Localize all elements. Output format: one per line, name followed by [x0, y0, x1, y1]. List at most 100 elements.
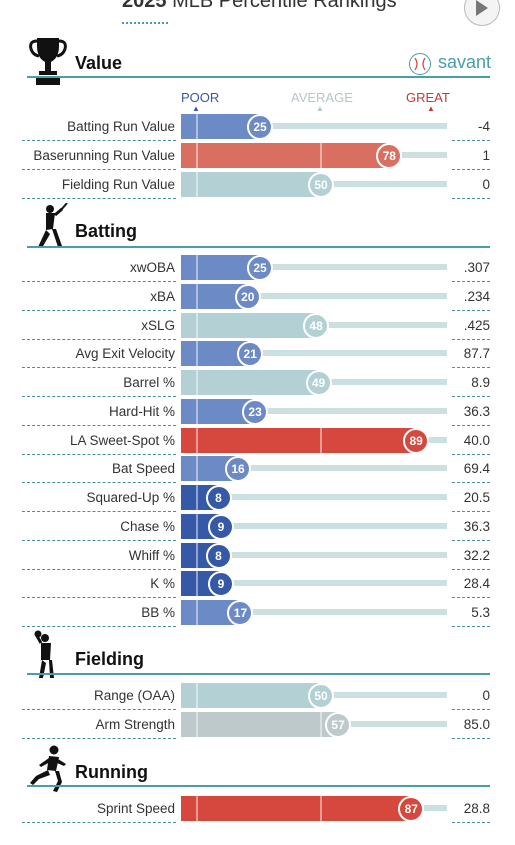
- percentile-bar: [181, 370, 317, 395]
- label-dash-line: [22, 424, 176, 426]
- metric-row[interactable]: Sprint Speed 87 28.8: [0, 795, 515, 823]
- metric-label: Batting Run Value: [67, 119, 175, 134]
- poor-guide-line: [196, 142, 198, 168]
- batter-icon: [28, 202, 68, 256]
- percentile-bubble[interactable]: 49: [305, 370, 332, 396]
- metric-row[interactable]: Whiff % 8 32.2: [0, 542, 515, 570]
- metric-value: 8.9: [471, 375, 490, 390]
- metric-row[interactable]: BB % 17 5.3: [0, 599, 515, 627]
- percentile-bar: [181, 341, 249, 367]
- label-dash-line: [22, 281, 176, 282]
- metric-value: .234: [463, 288, 490, 304]
- value-dash-line: [452, 626, 490, 627]
- metric-row[interactable]: Baserunning Run Value 78 1: [0, 142, 515, 170]
- metric-label: Sprint Speed: [96, 801, 175, 816]
- section-title: Batting: [75, 221, 137, 241]
- percentile-bubble[interactable]: 9: [207, 571, 234, 598]
- metric-label: xSLG: [141, 317, 175, 333]
- metric-row[interactable]: xwOBA 25 .307: [0, 254, 515, 282]
- label-dash-line: [22, 309, 176, 311]
- percentile-bubble[interactable]: 25: [247, 114, 273, 140]
- metric-label: xwOBA: [129, 260, 175, 275]
- label-dash-line: [22, 822, 176, 823]
- section-header-batting: Batting: [0, 202, 490, 256]
- percentile-bubble[interactable]: 8: [205, 542, 232, 569]
- metric-label: Baserunning Run Value: [33, 147, 175, 163]
- value-dash-line: [452, 482, 490, 484]
- value-dash-line: [452, 453, 490, 455]
- metric-label: LA Sweet-Spot %: [69, 432, 175, 448]
- label-dash-line: [22, 396, 176, 397]
- metric-label: Barrel %: [123, 375, 175, 390]
- percentile-bubble[interactable]: 8: [205, 485, 232, 511]
- percentile-bar: [181, 427, 415, 453]
- metric-label: Chase %: [120, 518, 175, 534]
- label-dash-line: [22, 168, 176, 170]
- poor-guide-line: [196, 683, 198, 708]
- section-divider: [27, 76, 490, 78]
- metric-value: 0: [482, 176, 490, 192]
- metric-row[interactable]: Bat Speed 16 69.4: [0, 455, 515, 484]
- metric-row[interactable]: Chase % 9 36.3: [0, 513, 515, 541]
- value-dash-line: [452, 539, 490, 541]
- label-dash-line: [22, 338, 176, 340]
- metric-row[interactable]: xBA 20 .234: [0, 283, 515, 311]
- percentile-bar: [181, 114, 258, 139]
- metric-row[interactable]: LA Sweet-Spot % 89 40.0: [0, 427, 515, 455]
- percentile-bubble[interactable]: 87: [398, 796, 425, 822]
- percentile-track: [181, 609, 447, 615]
- metric-value: 85.0: [463, 716, 490, 732]
- play-icon: [476, 0, 488, 16]
- poor-guide-line: [196, 456, 198, 482]
- percentile-bubble[interactable]: 9: [207, 513, 234, 540]
- poor-guide-line: [196, 341, 198, 367]
- average-guide-line: [320, 796, 322, 821]
- metric-row[interactable]: Arm Strength 57 85.0: [0, 711, 515, 739]
- percentile-bubble[interactable]: 17: [227, 600, 254, 626]
- metric-label: Arm Strength: [95, 716, 175, 732]
- average-guide-line: [320, 142, 322, 168]
- value-dash-line: [452, 709, 490, 710]
- percentile-bubble[interactable]: 57: [325, 711, 352, 738]
- metric-row[interactable]: Fielding Run Value 50 0: [0, 171, 515, 199]
- metric-row[interactable]: Barrel % 49 8.9: [0, 369, 515, 397]
- scale-average-label: AVERAGE: [291, 90, 353, 105]
- percentile-bubble[interactable]: 50: [308, 683, 334, 709]
- percentile-bar: [181, 711, 337, 737]
- value-dash-line: [452, 568, 490, 570]
- metric-value: 28.4: [463, 576, 490, 592]
- metric-label: Hard-Hit %: [108, 403, 175, 419]
- scale-great-arrow: ▲: [427, 104, 435, 113]
- percentile-bubble[interactable]: 78: [376, 142, 403, 169]
- metric-row[interactable]: xSLG 48 .425: [0, 312, 515, 340]
- percentile-bubble[interactable]: 23: [242, 398, 269, 425]
- metric-value: .307: [463, 260, 490, 275]
- percentile-bubble[interactable]: 50: [308, 171, 334, 198]
- percentile-bar: [181, 683, 319, 708]
- metric-label: Whiff %: [128, 547, 175, 563]
- percentile-bar: [181, 398, 254, 424]
- value-dash-line: [452, 281, 490, 282]
- metric-row[interactable]: Squared-Up % 8 20.5: [0, 484, 515, 512]
- value-dash-line: [452, 822, 490, 823]
- metric-row[interactable]: Avg Exit Velocity 21 87.7: [0, 340, 515, 369]
- poor-guide-line: [196, 600, 198, 625]
- poor-guide-line: [196, 312, 198, 338]
- metric-row[interactable]: Range (OAA) 50 0: [0, 682, 515, 710]
- title-text: MLB Percentile Rankings: [172, 0, 397, 12]
- percentile-bubble[interactable]: 89: [403, 427, 430, 454]
- section-title: Fielding: [75, 649, 144, 669]
- value-dash-line: [452, 197, 490, 199]
- play-button[interactable]: [464, 0, 500, 26]
- metric-row[interactable]: Batting Run Value 25 -4: [0, 113, 515, 141]
- metric-row[interactable]: Hard-Hit % 23 36.3: [0, 398, 515, 426]
- metric-row[interactable]: K % 9 28.4: [0, 570, 515, 599]
- value-dash-line: [452, 597, 490, 599]
- percentile-bubble[interactable]: 20: [234, 283, 261, 310]
- percentile-bubble[interactable]: 25: [247, 255, 273, 281]
- metric-value: -4: [477, 119, 490, 134]
- percentile-bubble[interactable]: 21: [237, 341, 264, 368]
- percentile-bubble[interactable]: 16: [225, 456, 252, 483]
- percentile-bubble[interactable]: 48: [303, 312, 330, 339]
- metric-value: 0: [482, 688, 490, 703]
